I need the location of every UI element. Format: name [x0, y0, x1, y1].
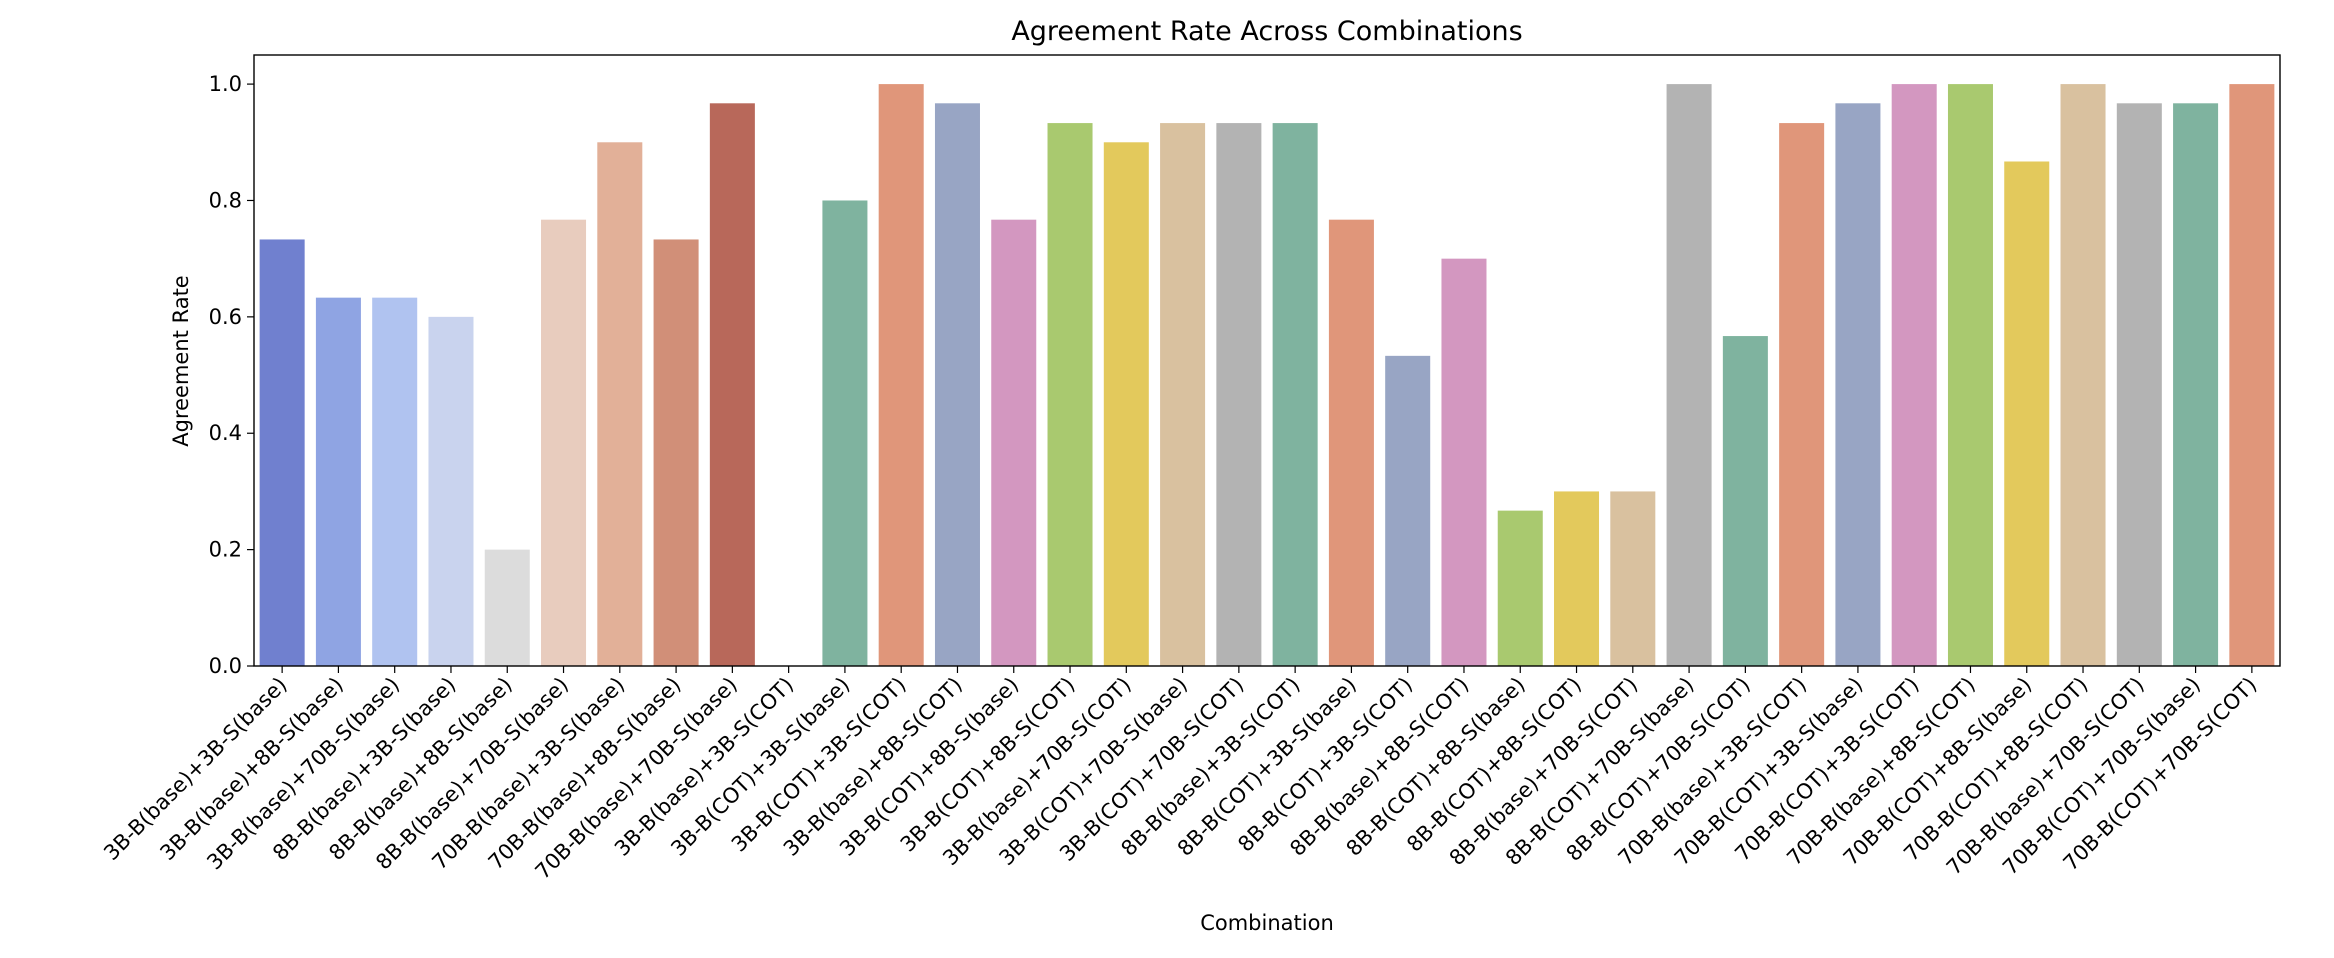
- bar: [541, 219, 587, 666]
- y-tick-label: 1.0: [209, 72, 242, 96]
- y-axis-label: Agreement Rate: [169, 275, 193, 446]
- bar: [1779, 123, 1825, 666]
- bar: [1497, 510, 1543, 666]
- x-axis-label: Combination: [1200, 911, 1334, 935]
- bar: [597, 142, 643, 667]
- bar: [709, 103, 755, 666]
- bar: [1216, 123, 1262, 666]
- y-tick-label: 0.0: [209, 654, 242, 678]
- bar: [1441, 258, 1487, 666]
- bar: [1328, 219, 1374, 666]
- bar: [2060, 84, 2106, 667]
- plot-frame: [253, 54, 2281, 667]
- bar: [934, 103, 980, 666]
- bar: [2173, 103, 2219, 666]
- bar: [484, 549, 530, 666]
- bar: [1610, 491, 1656, 666]
- bar: [259, 239, 305, 666]
- bar: [991, 219, 1037, 666]
- bar: [1103, 142, 1149, 667]
- bar: [1047, 123, 1093, 666]
- bar: [1666, 84, 1712, 667]
- bar: [315, 297, 361, 666]
- bar: [1722, 336, 1768, 666]
- bar: [1947, 84, 1993, 667]
- bar: [1891, 84, 1937, 667]
- y-tick-label: 0.2: [209, 538, 242, 562]
- bar: [1272, 123, 1318, 666]
- bar: [1160, 123, 1206, 666]
- bar: [1554, 491, 1600, 666]
- y-tick-label: 0.6: [209, 305, 242, 329]
- bar: [2004, 161, 2050, 666]
- bar: [822, 200, 868, 666]
- y-tick-label: 0.8: [209, 188, 242, 212]
- y-tick-label: 0.4: [209, 421, 242, 445]
- bar: [653, 239, 699, 666]
- bar: [2116, 103, 2162, 666]
- bar: [2229, 84, 2275, 667]
- chart-title: Agreement Rate Across Combinations: [1011, 16, 1522, 47]
- bar: [428, 316, 474, 666]
- bar: [372, 297, 418, 666]
- bar: [1385, 355, 1431, 666]
- bar: [1835, 103, 1881, 666]
- bar: [878, 84, 924, 667]
